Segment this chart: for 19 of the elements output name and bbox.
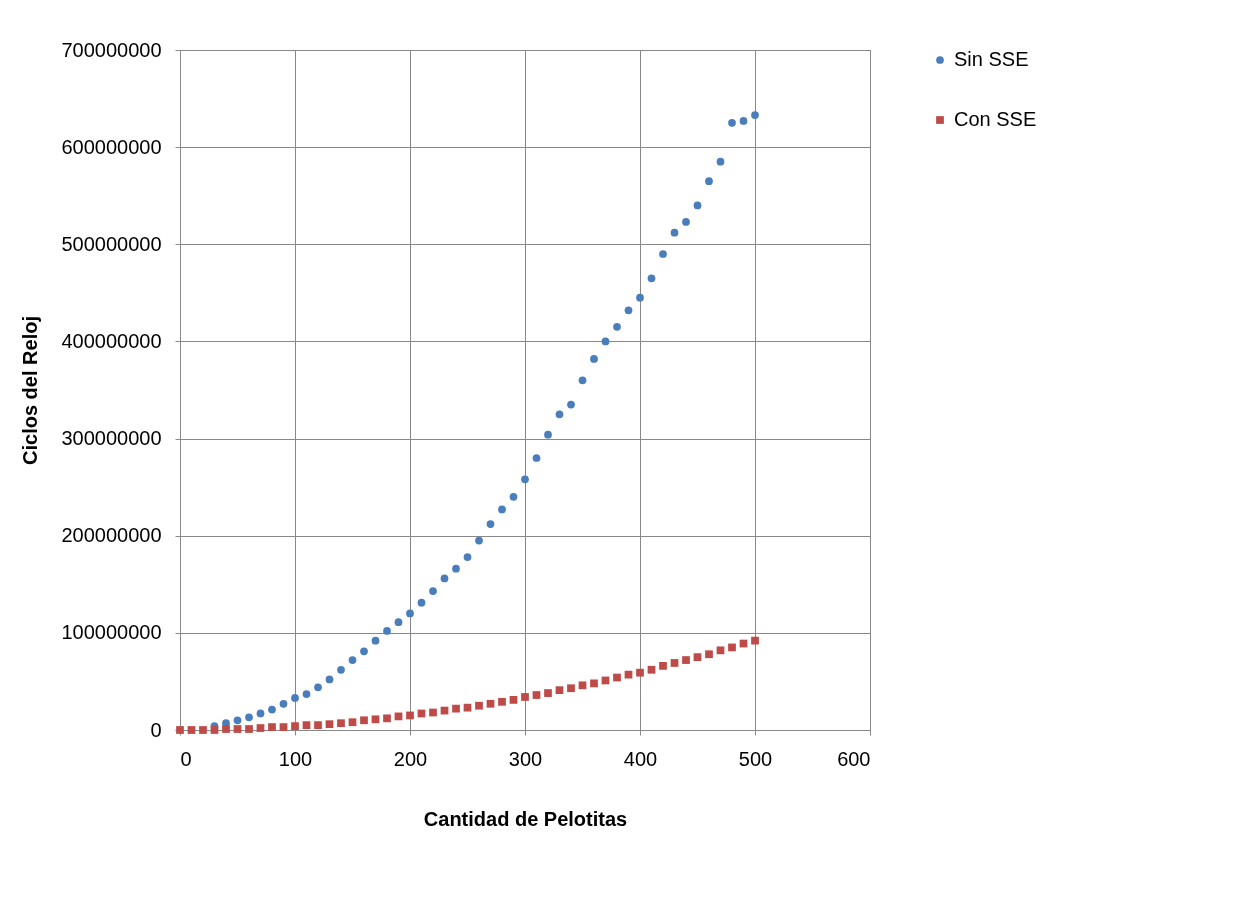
y-tick-label: 700000000 — [61, 38, 162, 61]
x-tick-label: 0 — [180, 747, 192, 770]
y-tick-label: 0 — [150, 718, 162, 741]
y-tick-label: 100000000 — [61, 621, 162, 644]
y-tick-label: 400000000 — [61, 329, 162, 352]
legend-label: Con SSE — [954, 108, 1037, 130]
y-tick-label: 500000000 — [61, 232, 162, 255]
x-tick-label: 100 — [278, 747, 313, 770]
x-tick-label: 300 — [508, 747, 543, 770]
y-axis-title: Ciclos del Reloj — [19, 316, 42, 465]
y-tick-label: 600000000 — [61, 135, 162, 158]
y-tick-label: 200000000 — [61, 524, 162, 547]
x-tick-label: 500 — [738, 747, 773, 770]
x-axis-title: Cantidad de Pelotitas — [423, 807, 628, 830]
x-tick-label: 200 — [393, 747, 428, 770]
x-tick-label: 400 — [623, 747, 658, 770]
y-tick-label: 300000000 — [61, 427, 162, 450]
legend-label: Sin SSE — [954, 48, 1029, 70]
x-tick-label: 600 — [837, 747, 871, 770]
